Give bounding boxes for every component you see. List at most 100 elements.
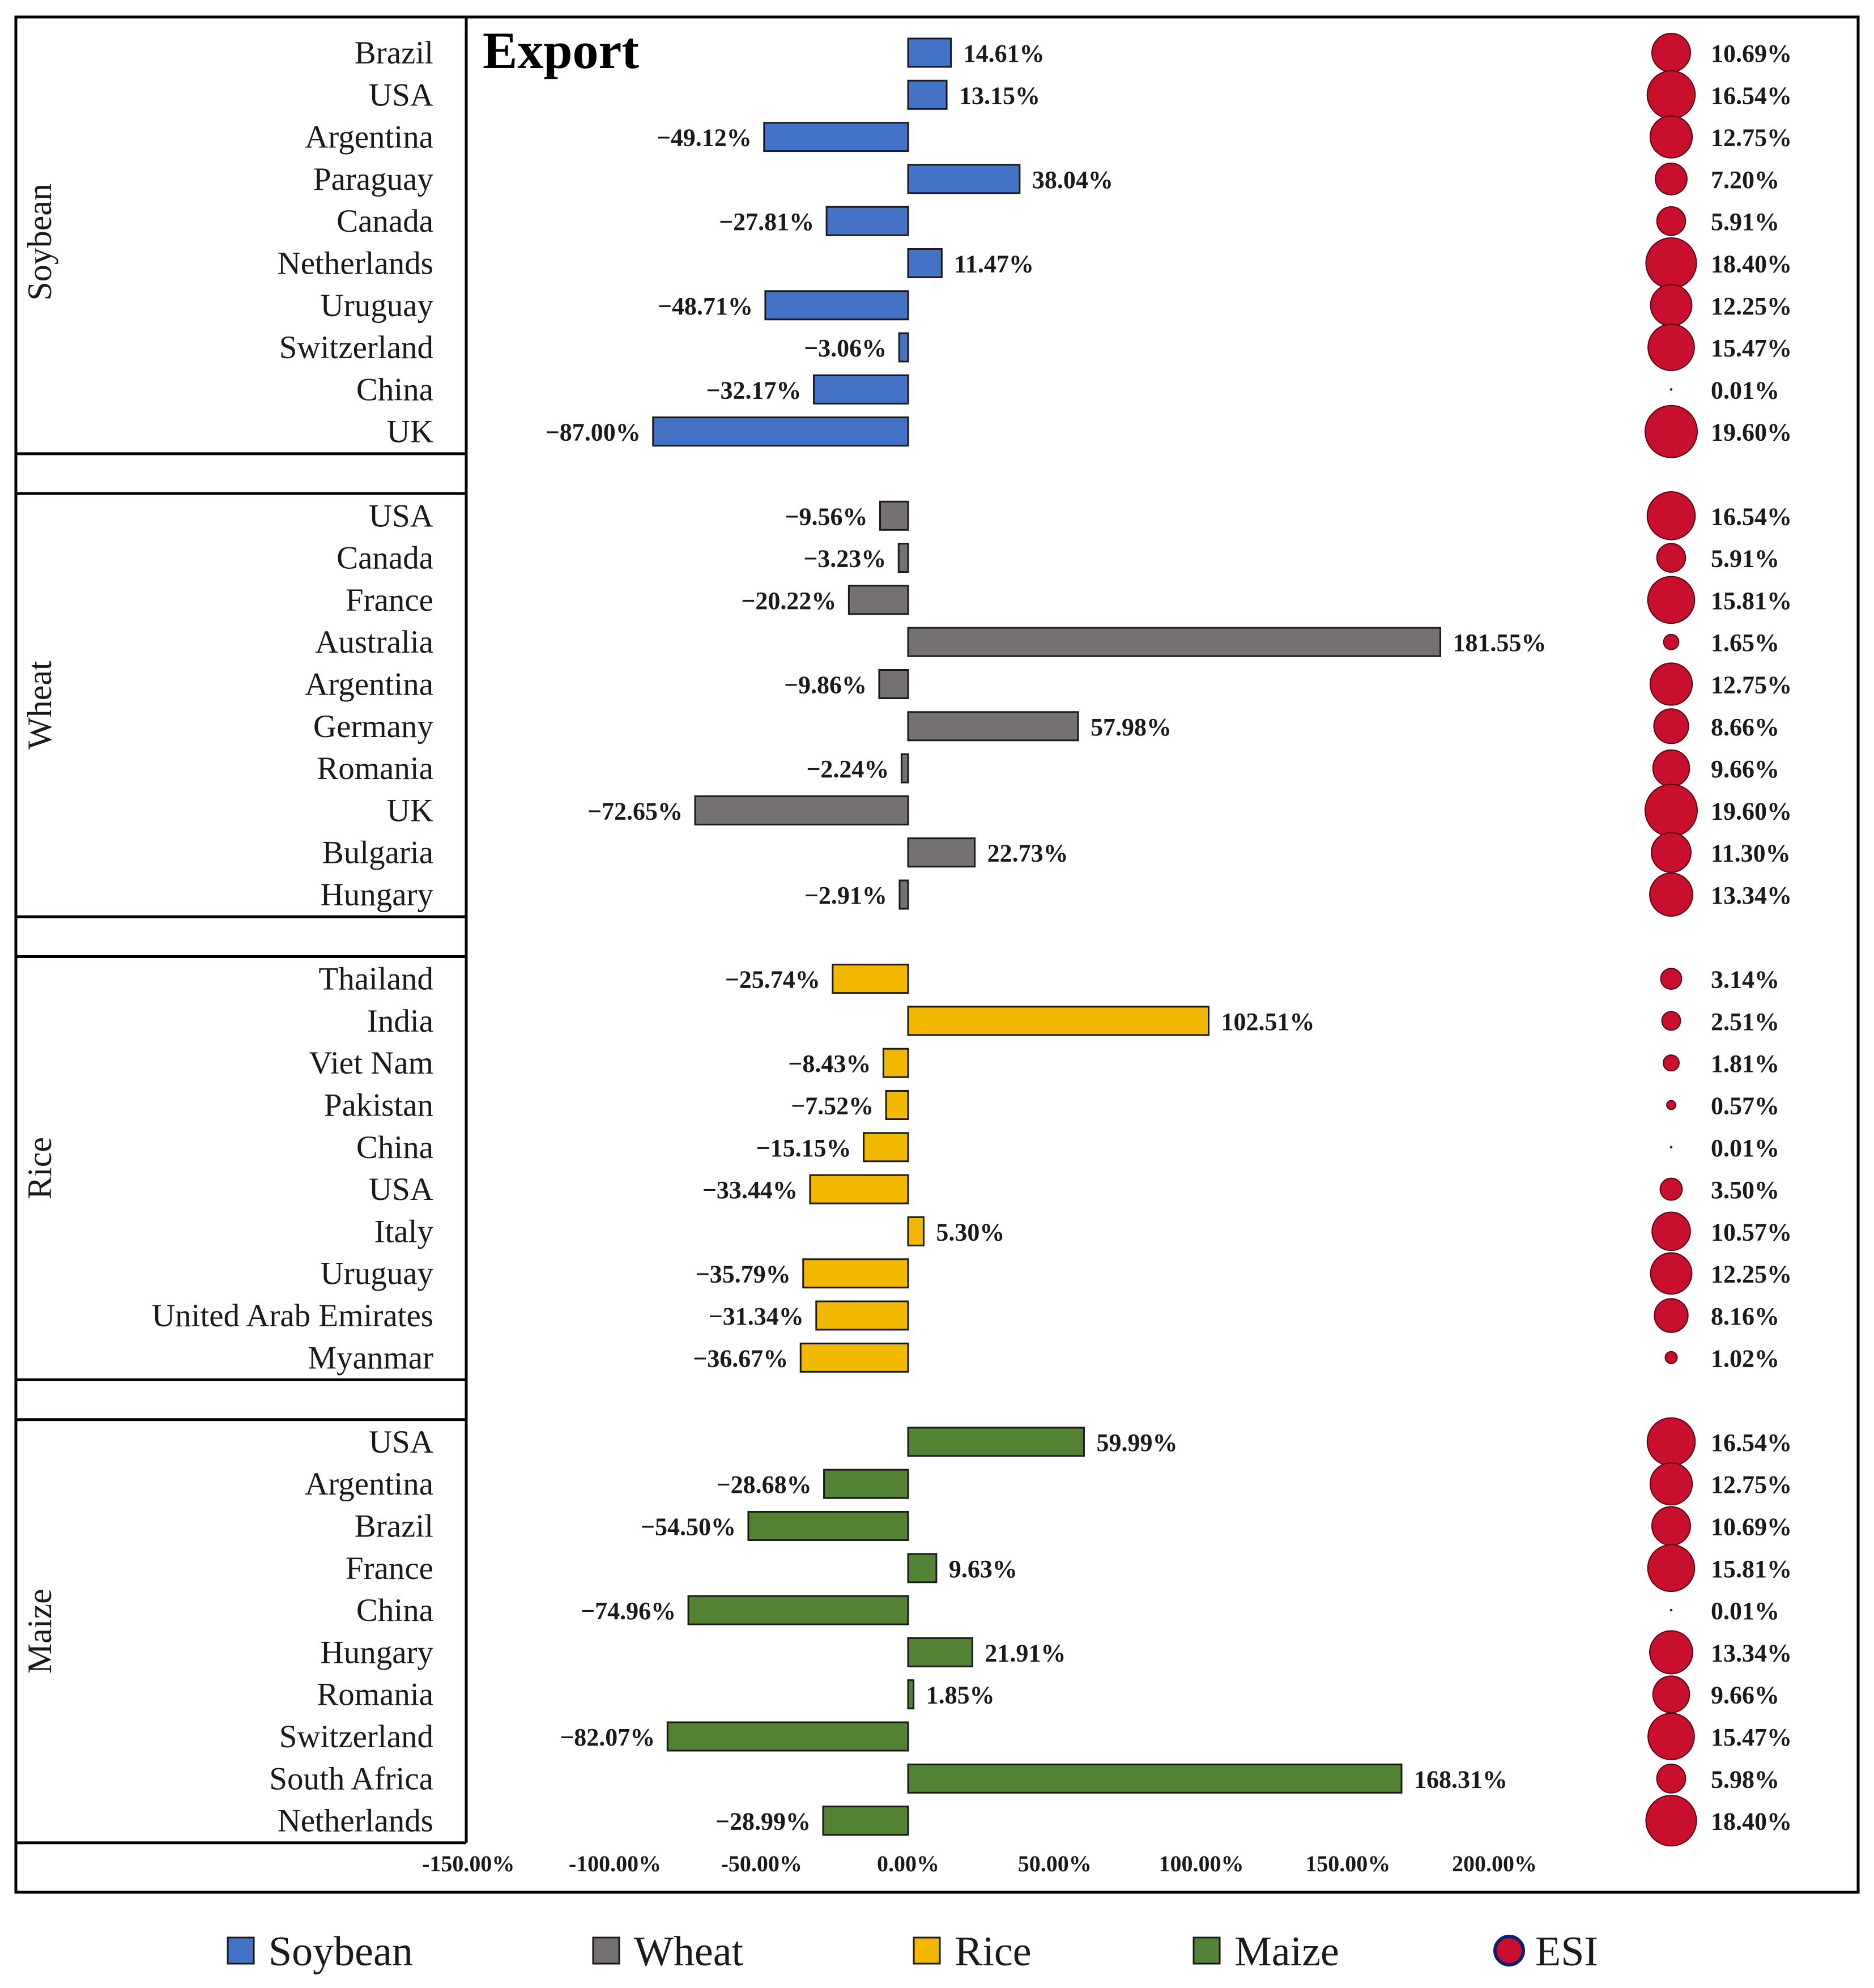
esi-bubble bbox=[1651, 1506, 1691, 1546]
esi-value-label: 8.16% bbox=[1711, 1302, 1779, 1330]
esi-bubble bbox=[1663, 633, 1680, 650]
country-label: Australia bbox=[315, 624, 433, 660]
bar bbox=[813, 374, 909, 405]
esi-bubble bbox=[1663, 1054, 1680, 1072]
bar bbox=[907, 37, 952, 68]
esi-bubble bbox=[1651, 33, 1691, 73]
country-label: China bbox=[356, 1593, 433, 1628]
country-label: Switzerland bbox=[279, 1719, 433, 1755]
esi-value-label: 1.02% bbox=[1711, 1344, 1779, 1372]
bar-value-label: 57.98% bbox=[1091, 713, 1172, 741]
country-label: Paraguay bbox=[313, 161, 434, 197]
country-label: Argentina bbox=[305, 667, 433, 703]
bar bbox=[847, 585, 909, 615]
bar-value-label: 38.04% bbox=[1032, 166, 1113, 194]
bar bbox=[809, 1174, 909, 1204]
country-label: United Arab Emirates bbox=[152, 1298, 433, 1334]
bar-value-label: −32.17% bbox=[706, 376, 801, 404]
country-label: Switzerland bbox=[279, 330, 433, 365]
esi-value-label: 12.75% bbox=[1711, 1471, 1792, 1499]
country-label: USA bbox=[369, 1424, 433, 1460]
country-label: Canada bbox=[337, 540, 433, 576]
bar-value-label: −28.68% bbox=[717, 1471, 812, 1499]
x-tick-label: 0.00% bbox=[877, 1851, 939, 1876]
x-tick-label: -50.00% bbox=[721, 1851, 802, 1876]
bar-value-label: 1.85% bbox=[926, 1682, 995, 1709]
esi-value-label: 5.91% bbox=[1711, 545, 1779, 573]
country-label: Argentina bbox=[305, 120, 433, 155]
bar-value-label: −2.24% bbox=[806, 755, 889, 783]
bar bbox=[822, 1806, 909, 1836]
esi-bubble bbox=[1669, 1146, 1673, 1149]
chart-frame bbox=[14, 15, 1860, 1894]
esi-bubble bbox=[1645, 237, 1697, 290]
legend-label: Soybean bbox=[269, 1929, 413, 1975]
esi-bubble bbox=[1646, 1417, 1696, 1467]
esi-value-label: 18.40% bbox=[1711, 250, 1792, 278]
country-label: Viet Nam bbox=[309, 1045, 433, 1081]
bar bbox=[907, 164, 1021, 194]
bar bbox=[882, 1048, 909, 1078]
bar bbox=[666, 1721, 909, 1752]
esi-bubble bbox=[1649, 1630, 1693, 1675]
bar bbox=[878, 669, 909, 699]
bar bbox=[898, 332, 909, 363]
esi-value-label: 0.57% bbox=[1711, 1092, 1779, 1120]
esi-value-label: 11.30% bbox=[1711, 840, 1791, 867]
bar bbox=[763, 122, 909, 152]
esi-bubble bbox=[1655, 163, 1688, 195]
legend-label: ESI bbox=[1535, 1929, 1598, 1975]
x-tick-label: 150.00% bbox=[1305, 1851, 1390, 1876]
bar-value-label: −82.07% bbox=[560, 1723, 655, 1751]
esi-bubble bbox=[1659, 1177, 1683, 1201]
legend-label: Wheat bbox=[634, 1929, 744, 1975]
country-label: Uruguay bbox=[321, 288, 434, 323]
esi-value-label: 16.54% bbox=[1711, 1429, 1792, 1457]
country-label: India bbox=[367, 1003, 433, 1039]
bar-value-label: 22.73% bbox=[987, 840, 1068, 867]
bar bbox=[823, 1468, 909, 1499]
esi-bubble bbox=[1666, 1100, 1676, 1110]
esi-bubble bbox=[1649, 115, 1693, 159]
esi-value-label: 18.40% bbox=[1711, 1808, 1792, 1836]
bar-value-label: 168.31% bbox=[1414, 1765, 1507, 1793]
bar bbox=[907, 1679, 915, 1710]
legend-label: Maize bbox=[1234, 1929, 1339, 1975]
bar-value-label: −36.67% bbox=[693, 1344, 788, 1372]
esi-bubble bbox=[1653, 708, 1689, 744]
bar-value-label: −31.34% bbox=[709, 1302, 804, 1330]
legend-swatch bbox=[1192, 1936, 1221, 1965]
bar-value-label: −87.00% bbox=[546, 419, 641, 446]
esi-value-label: 15.81% bbox=[1711, 1555, 1792, 1583]
country-label: France bbox=[346, 582, 433, 618]
esi-bubble bbox=[1645, 1795, 1697, 1847]
esi-value-label: 15.81% bbox=[1711, 587, 1792, 615]
bar bbox=[907, 837, 976, 868]
bar-value-label: −9.56% bbox=[785, 503, 867, 530]
country-label: China bbox=[356, 1130, 433, 1165]
x-tick-label: -150.00% bbox=[422, 1851, 514, 1876]
bar bbox=[799, 1342, 909, 1373]
esi-bubble bbox=[1650, 1252, 1693, 1295]
bar bbox=[907, 1006, 1209, 1036]
bar bbox=[907, 627, 1442, 657]
country-label: UK bbox=[387, 793, 433, 828]
x-tick-label: 100.00% bbox=[1159, 1851, 1244, 1876]
country-label: USA bbox=[369, 498, 433, 534]
bar bbox=[897, 543, 909, 573]
esi-value-label: 3.50% bbox=[1711, 1176, 1779, 1204]
country-label: Romania bbox=[317, 751, 433, 786]
bar-value-label: 5.30% bbox=[936, 1218, 1004, 1246]
group-label: Maize bbox=[21, 1589, 58, 1674]
esi-value-label: 12.75% bbox=[1711, 124, 1792, 152]
esi-value-label: 8.66% bbox=[1711, 713, 1779, 741]
country-label: Uruguay bbox=[321, 1256, 434, 1292]
esi-bubble bbox=[1656, 543, 1686, 573]
esi-value-label: 0.01% bbox=[1711, 1134, 1779, 1162]
bar bbox=[907, 1763, 1403, 1794]
country-label: Brazil bbox=[355, 35, 433, 71]
esi-value-label: 9.66% bbox=[1711, 755, 1779, 783]
bar-value-label: 9.63% bbox=[949, 1555, 1017, 1583]
country-label: China bbox=[356, 372, 433, 407]
country-label: France bbox=[346, 1551, 433, 1586]
